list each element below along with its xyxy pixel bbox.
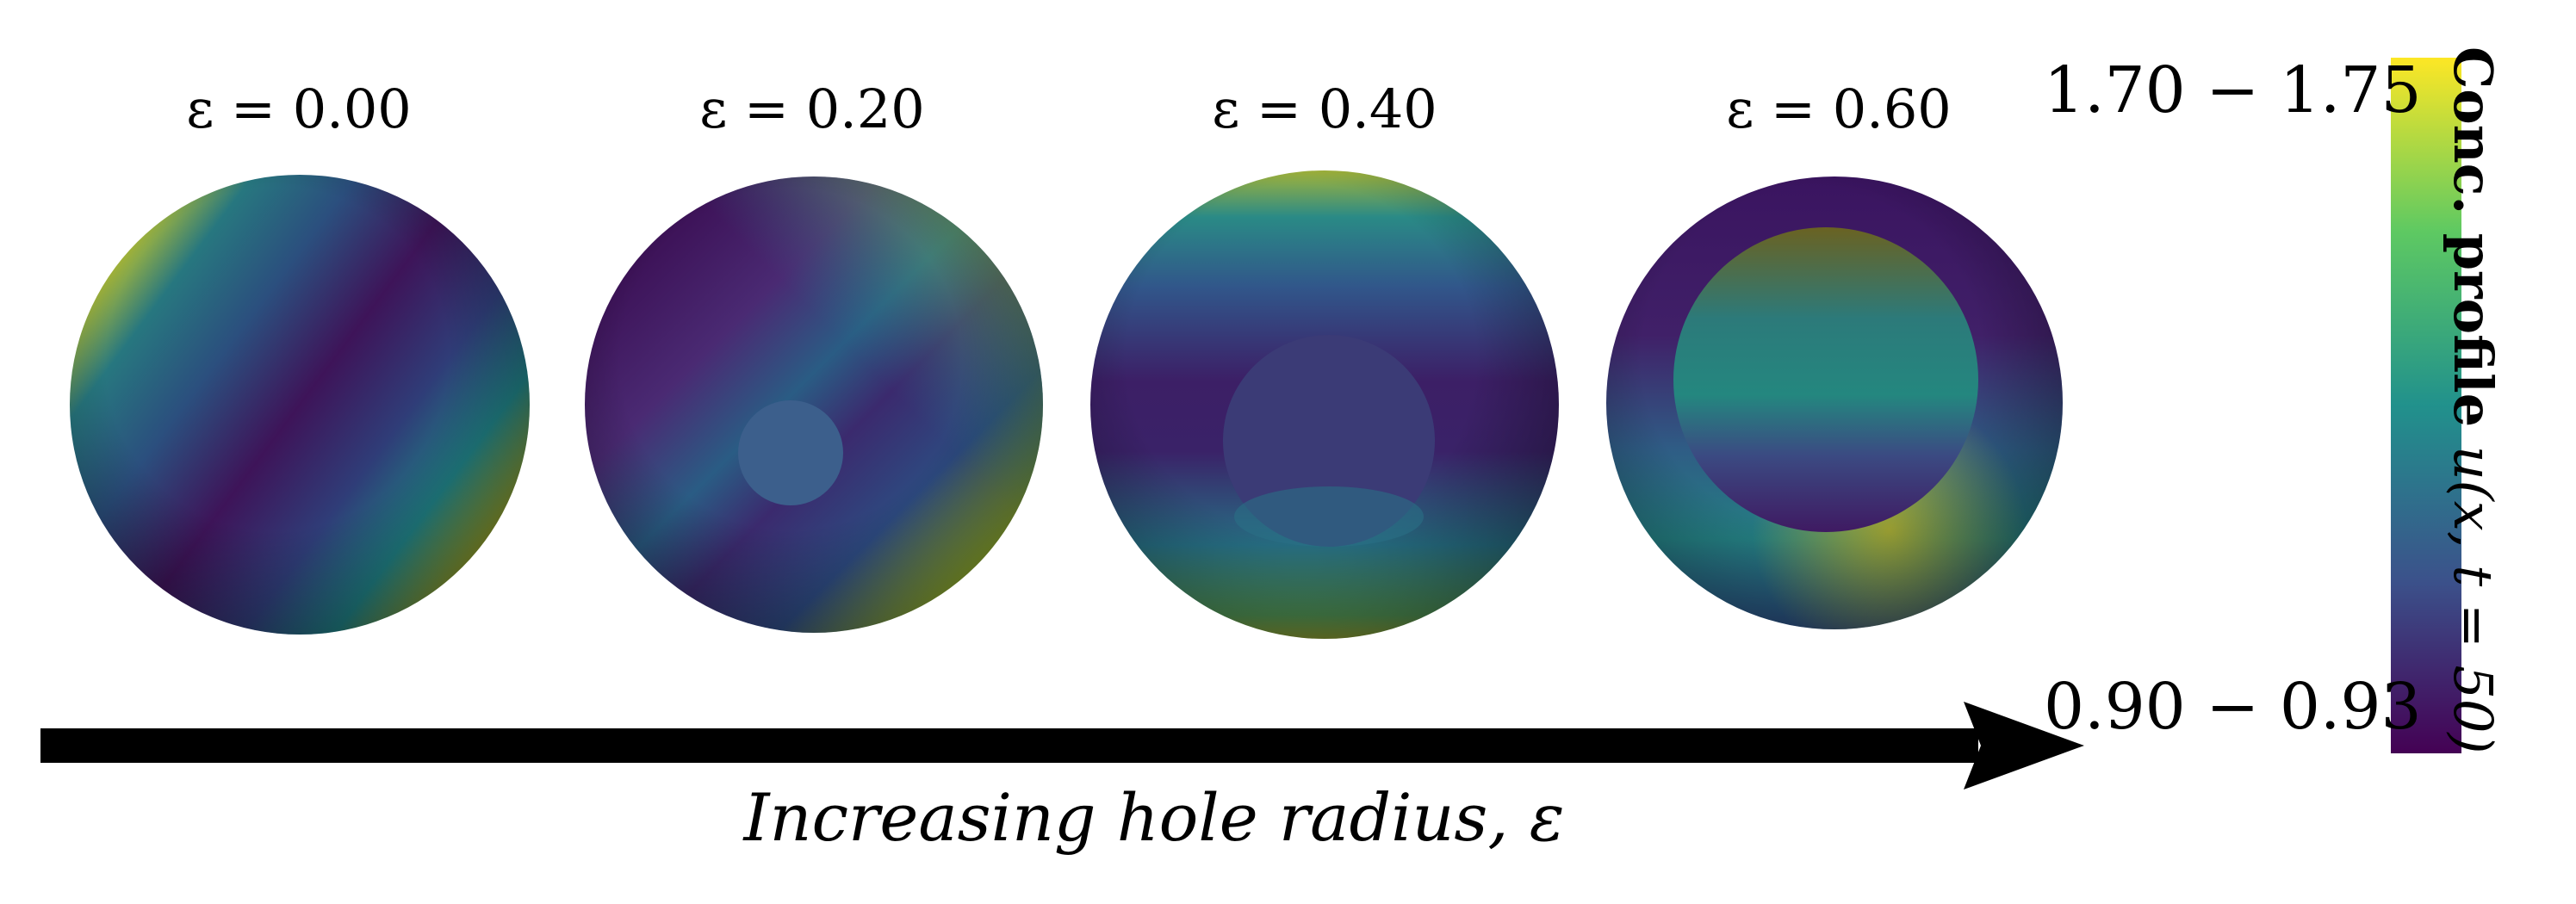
panel-title-2: ε = 0.40 bbox=[1212, 77, 1437, 140]
sphere-eps-0.00 bbox=[70, 175, 530, 635]
colorbar bbox=[2391, 58, 2461, 753]
hole-eps-0.60 bbox=[1673, 227, 1978, 532]
colorbar-min-label: 0.90 − 0.93 bbox=[2044, 670, 2422, 744]
colorbar-title: Conc. profile u(x, t = 50) bbox=[2442, 46, 2505, 754]
colorbar-title-math: u(x, t = 50) bbox=[2442, 445, 2505, 754]
sphere-eps-0.60 bbox=[1606, 176, 2063, 629]
sphere-eps-0.40 bbox=[1090, 170, 1559, 639]
sphere-eps-0.20 bbox=[585, 176, 1043, 633]
arrow-caption: Increasing hole radius, ε bbox=[743, 779, 1565, 856]
colorbar-title-text: Conc. profile bbox=[2442, 46, 2505, 446]
colorbar-max-label: 1.70 − 1.75 bbox=[2044, 53, 2422, 127]
panel-title-3: ε = 0.60 bbox=[1726, 77, 1952, 140]
hole-eps-0.20 bbox=[738, 400, 843, 505]
panel-title-1: ε = 0.20 bbox=[699, 77, 925, 140]
epsilon-arrow bbox=[40, 702, 2084, 789]
panel-title-0: ε = 0.00 bbox=[186, 77, 412, 140]
